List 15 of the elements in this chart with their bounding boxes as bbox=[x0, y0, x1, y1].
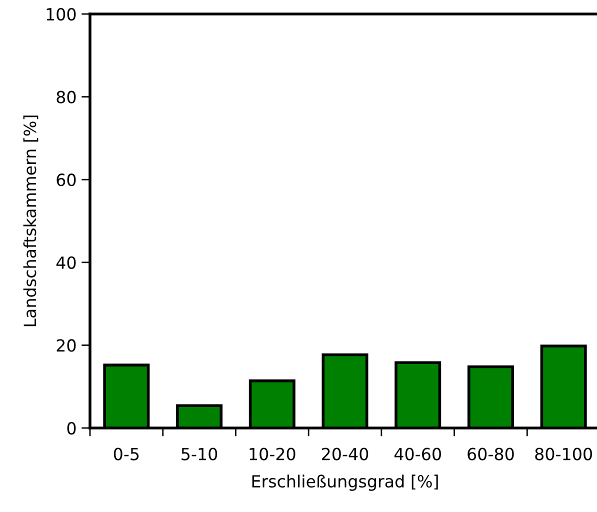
x-tick-label: 80-100 bbox=[535, 448, 592, 460]
y-tick-label: 40 bbox=[56, 256, 76, 269]
y-tick-label: 20 bbox=[56, 339, 76, 352]
x-tick-label: 5-10 bbox=[182, 448, 218, 460]
x-tick-label: 20-40 bbox=[322, 448, 368, 460]
y-tick-label: 0 bbox=[67, 422, 76, 435]
y-tick-label: 60 bbox=[56, 174, 76, 186]
y-tick-label: 80 bbox=[56, 90, 76, 104]
y-tick-label: 100 bbox=[46, 8, 76, 21]
x-tick-label: 0-5 bbox=[114, 448, 139, 460]
x-tick-label: 40-60 bbox=[394, 448, 441, 460]
x-axis-title: Erschließungsgrad [%] bbox=[252, 474, 438, 491]
y-axis-title: Landschaftskammern [%] bbox=[23, 116, 38, 326]
x-tick-label: 10-20 bbox=[250, 448, 296, 460]
x-tick-label: 60-80 bbox=[468, 448, 514, 460]
